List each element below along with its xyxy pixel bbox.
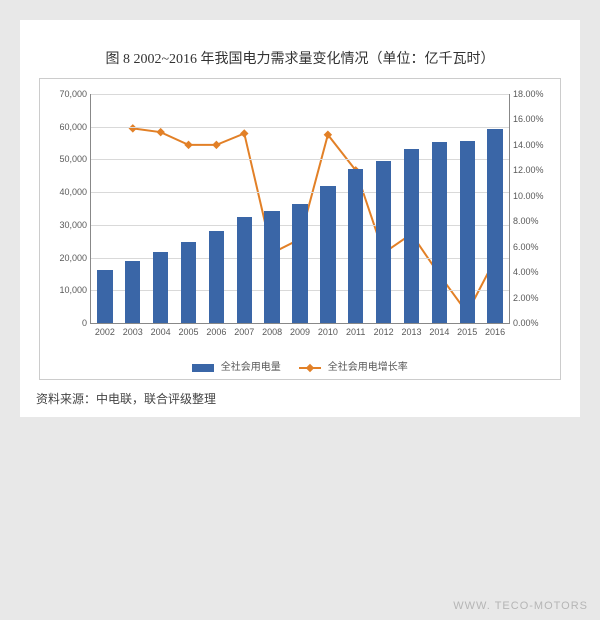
y2-tick-label: 6.00% <box>509 242 539 252</box>
y2-tick-label: 0.00% <box>509 318 539 328</box>
legend-item-line: 全社会用电增长率 <box>299 358 408 373</box>
line-marker <box>156 128 164 136</box>
line-marker <box>240 129 248 137</box>
bar <box>209 231 224 323</box>
y2-tick-label: 10.00% <box>509 191 544 201</box>
x-tick-label: 2002 <box>95 323 115 337</box>
y1-tick-label: 30,000 <box>59 220 91 230</box>
bar <box>237 217 252 323</box>
document-page: 图 8 2002~2016 年我国电力需求量变化情况（单位：亿千瓦时） 0 10,… <box>20 20 580 417</box>
legend: 全社会用电量 全社会用电增长率 <box>40 358 560 373</box>
y2-tick-label: 18.00% <box>509 89 544 99</box>
line-marker <box>184 141 192 149</box>
x-tick-label: 2009 <box>290 323 310 337</box>
x-tick-label: 2011 <box>346 323 365 337</box>
gridline <box>91 127 509 128</box>
x-tick-label: 2013 <box>401 323 421 337</box>
x-tick-label: 2014 <box>429 323 449 337</box>
x-tick-label: 2010 <box>318 323 338 337</box>
bar <box>376 161 391 323</box>
y1-tick-label: 70,000 <box>59 89 91 99</box>
y2-tick-label: 8.00% <box>509 216 539 226</box>
legend-line-label: 全社会用电增长率 <box>328 362 408 373</box>
bar <box>292 204 307 323</box>
y1-tick-label: 0 <box>82 318 91 328</box>
watermark-text: WWW. TECO-MOTORS <box>453 600 588 612</box>
plot-area: 010,00020,00030,00040,00050,00060,00070,… <box>90 94 510 324</box>
y1-tick-label: 10,000 <box>59 285 91 295</box>
bar <box>460 141 475 323</box>
legend-bar-label: 全社会用电量 <box>221 362 281 373</box>
x-tick-label: 2003 <box>123 323 143 337</box>
x-tick-label: 2004 <box>151 323 171 337</box>
bar <box>432 142 447 323</box>
bar <box>404 149 419 323</box>
x-tick-label: 2012 <box>374 323 394 337</box>
y1-tick-label: 20,000 <box>59 253 91 263</box>
x-tick-label: 2016 <box>485 323 505 337</box>
bar <box>97 270 112 323</box>
y1-tick-label: 40,000 <box>59 187 91 197</box>
x-tick-label: 2008 <box>262 323 282 337</box>
legend-item-bar: 全社会用电量 <box>192 358 281 373</box>
x-tick-label: 2015 <box>457 323 477 337</box>
source-text: 资料来源：中电联，联合评级整理 <box>36 390 570 407</box>
y1-tick-label: 50,000 <box>59 154 91 164</box>
line-marker <box>212 141 220 149</box>
x-tick-label: 2007 <box>234 323 254 337</box>
bar <box>264 211 279 323</box>
line-marker <box>129 124 137 132</box>
x-tick-label: 2006 <box>206 323 226 337</box>
y2-tick-label: 16.00% <box>509 114 544 124</box>
bar <box>320 186 335 323</box>
chart-frame: 0 10,000 20,000 30,000 40,000 50,000 60,000 70,… <box>39 78 561 380</box>
y2-tick-label: 12.00% <box>509 165 544 175</box>
chart-title: 图 8 2002~2016 年我国电力需求量变化情况（单位：亿千瓦时） <box>30 48 570 68</box>
y2-tick-label: 2.00% <box>509 293 539 303</box>
bar <box>181 242 196 323</box>
bar <box>153 252 168 323</box>
legend-bar-swatch <box>192 364 214 372</box>
bar <box>348 169 363 323</box>
gridline <box>91 94 509 95</box>
legend-line-swatch <box>299 367 321 369</box>
y2-tick-label: 4.00% <box>509 267 539 277</box>
y1-tick-label: 60,000 <box>59 122 91 132</box>
y2-tick-label: 14.00% <box>509 140 544 150</box>
bar <box>487 129 502 323</box>
bar <box>125 261 140 323</box>
x-tick-label: 2005 <box>179 323 199 337</box>
